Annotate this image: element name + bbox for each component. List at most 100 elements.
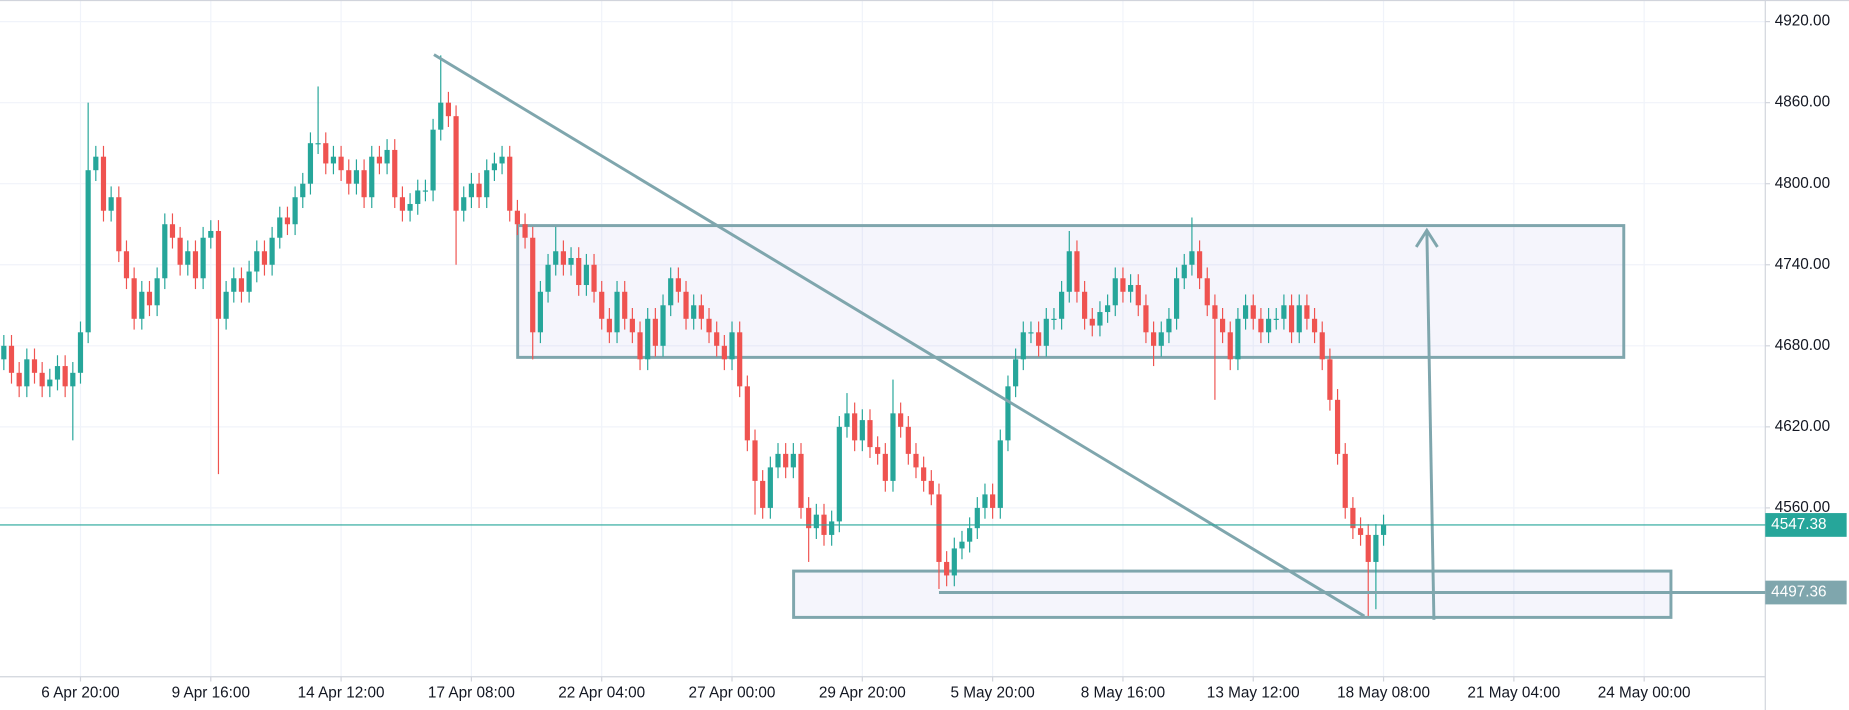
- candle-body: [1304, 305, 1310, 319]
- candle-body: [1227, 332, 1233, 360]
- candle-body: [1189, 251, 1195, 265]
- candle-body: [100, 156, 107, 211]
- candle-body: [461, 197, 467, 211]
- candle-body: [629, 318, 635, 333]
- candle-body: [921, 467, 927, 481]
- candle-body: [1242, 305, 1249, 319]
- candle-body: [177, 237, 183, 265]
- candle-body: [898, 413, 904, 427]
- candle-body: [974, 507, 980, 529]
- candle-body: [499, 156, 505, 164]
- candle-body: [146, 291, 153, 306]
- y-tick-label: 4740.00: [1775, 256, 1830, 273]
- candle-body: [714, 332, 720, 346]
- candle-body: [944, 561, 950, 576]
- candle-body: [622, 291, 628, 319]
- candle-body: [208, 230, 214, 238]
- candle-body: [223, 291, 229, 319]
- candle-body: [1350, 507, 1356, 529]
- candle-body: [231, 278, 237, 292]
- candle-body: [430, 129, 436, 191]
- candle-body: [982, 494, 988, 508]
- x-tick-label: 13 May 12:00: [1207, 684, 1300, 701]
- candle-body: [384, 149, 390, 164]
- candle-body: [783, 453, 789, 468]
- candle-body: [491, 163, 497, 171]
- candle-body: [1235, 318, 1241, 360]
- candle-body: [1288, 305, 1295, 333]
- candle-body: [31, 359, 38, 373]
- drawings: [433, 53, 1439, 620]
- candle-body: [691, 305, 697, 319]
- candle-body: [514, 210, 520, 225]
- candle-body: [200, 237, 206, 279]
- candle-body: [1281, 305, 1287, 319]
- candle-body: [836, 426, 842, 522]
- price-label: 4547.38: [1771, 516, 1826, 533]
- candle-body: [1128, 285, 1134, 292]
- axes: 4560.00 4620.00 4680.00 4740.00 4800.00 4860.…: [0, 13, 1847, 701]
- candle-body: [560, 251, 566, 265]
- candle-body: [1365, 534, 1371, 562]
- candle-body: [1357, 528, 1364, 535]
- candle-body: [1265, 318, 1272, 333]
- candle-body: [85, 170, 91, 333]
- candle-body: [637, 332, 643, 360]
- y-tick-label: 4680.00: [1775, 337, 1830, 354]
- candle-body: [1174, 278, 1180, 319]
- candle-body: [70, 372, 76, 387]
- y-tick-label: 4920.00: [1775, 13, 1830, 30]
- candle-body: [369, 156, 375, 198]
- candle-body: [1036, 332, 1042, 346]
- candle-body: [269, 237, 275, 265]
- candle-body: [399, 197, 406, 211]
- candle-body: [1082, 291, 1088, 319]
- candle-body: [844, 413, 850, 427]
- candle-body: [530, 237, 536, 333]
- candle-body: [859, 420, 865, 441]
- candle-body: [951, 548, 957, 576]
- candle-body: [261, 251, 268, 265]
- candle-body: [744, 386, 750, 441]
- candle-body: [875, 447, 881, 454]
- candle-body: [453, 116, 459, 211]
- candle-body: [47, 379, 53, 387]
- candle-body: [1097, 312, 1103, 326]
- y-tick-label: 4620.00: [1775, 418, 1830, 435]
- candle-body: [292, 197, 298, 225]
- candle-body: [867, 420, 873, 448]
- candle-body: [323, 143, 329, 164]
- candle-body: [614, 291, 620, 333]
- candle-body: [300, 183, 306, 198]
- x-tick-label: 9 Apr 16:00: [172, 684, 250, 701]
- x-tick-label: 18 May 08:00: [1337, 684, 1430, 701]
- candle-body: [829, 521, 835, 535]
- candle-body: [1319, 332, 1325, 360]
- candle-body: [767, 467, 773, 508]
- candle-body: [484, 170, 490, 198]
- candle-body: [1143, 305, 1149, 333]
- candle-body: [813, 514, 819, 529]
- candle-body: [522, 224, 528, 238]
- y-tick-label: 4860.00: [1775, 94, 1830, 111]
- candle-body: [737, 332, 743, 387]
- candle-body: [1066, 251, 1072, 292]
- candle-body: [576, 258, 582, 286]
- candle-body: [568, 258, 574, 265]
- candle-body: [215, 230, 222, 319]
- candle-body: [277, 217, 283, 238]
- candle-body: [476, 183, 482, 198]
- candle-body: [131, 278, 137, 319]
- candle-body: [338, 156, 344, 171]
- candle-body: [1059, 291, 1065, 319]
- candle-body: [1212, 305, 1218, 319]
- candle-body: [139, 291, 145, 319]
- candle-body: [108, 197, 114, 211]
- x-tick-label: 27 Apr 00:00: [689, 684, 776, 701]
- candle-body: [284, 217, 291, 225]
- candles: [1, 55, 1387, 616]
- target-arrow: [1425, 230, 1436, 620]
- candle-body: [93, 156, 99, 171]
- support-box: [792, 569, 1673, 619]
- x-tick-label: 6 Apr 20:00: [41, 684, 119, 701]
